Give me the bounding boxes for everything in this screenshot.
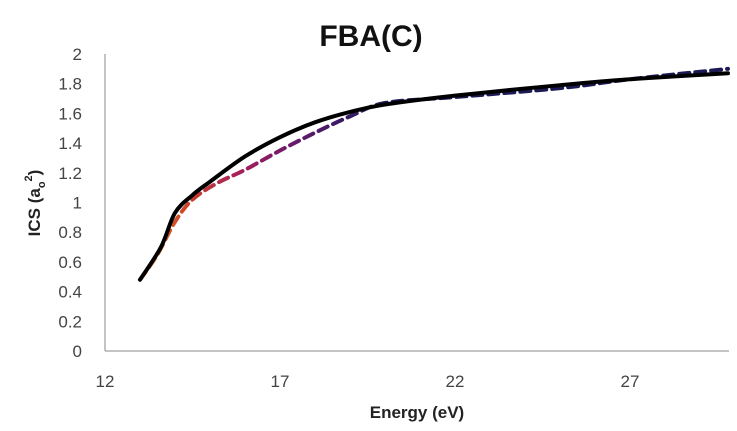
x-tick-label: 17: [271, 372, 290, 391]
y-axis-label-main: ICS (a: [25, 188, 44, 237]
y-tick-label: 0: [73, 342, 82, 361]
y-tick-label: 1: [73, 194, 82, 213]
y-axis-label-close: ): [25, 170, 44, 176]
y-axis-label-sub: o: [36, 181, 48, 188]
y-tick-label: 1.2: [58, 164, 82, 183]
series-dashed-line: [138, 66, 730, 282]
y-tick-label: 0.2: [58, 312, 82, 331]
y-tick-label: 1.6: [58, 104, 82, 123]
y-tick-label: 0.8: [58, 223, 82, 242]
y-axis-label: ICS (ao2): [23, 170, 48, 237]
x-axis-label: Energy (eV): [370, 403, 464, 422]
series-solid-line: [138, 71, 730, 282]
chart-title: FBA(C): [319, 20, 422, 53]
y-tick-label: 2: [73, 45, 82, 64]
x-tick-label: 12: [96, 372, 115, 391]
y-tick-label: 0.6: [58, 253, 82, 272]
y-tick-label: 0.4: [58, 283, 82, 302]
y-tick-label: 1.8: [58, 75, 82, 94]
y-axis-label-sup: 2: [23, 175, 35, 181]
x-tick-label: 22: [446, 372, 465, 391]
y-tick-label: 1.4: [58, 134, 82, 153]
x-tick-label: 27: [621, 372, 640, 391]
